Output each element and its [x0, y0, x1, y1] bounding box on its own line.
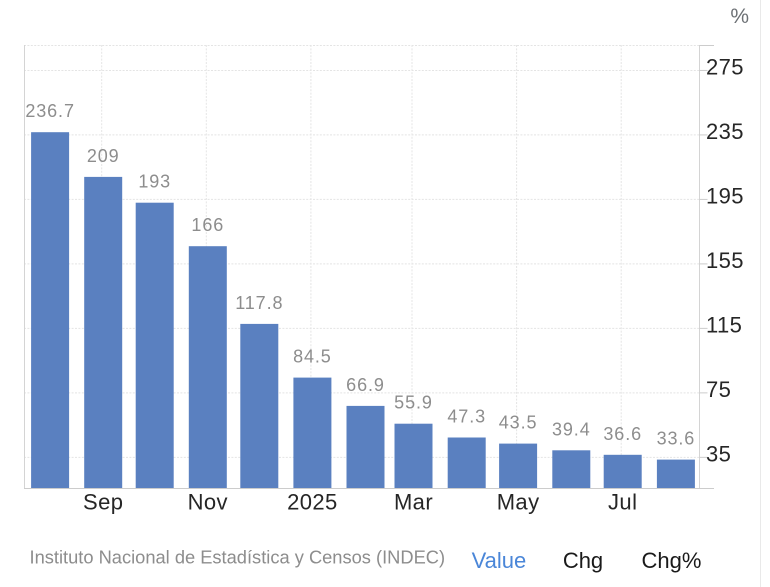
- svg-text:43.5: 43.5: [499, 413, 538, 433]
- svg-text:155: 155: [706, 248, 744, 273]
- svg-text:117.8: 117.8: [235, 293, 283, 313]
- svg-text:Sep: Sep: [83, 490, 123, 515]
- svg-text:236.7: 236.7: [25, 101, 75, 121]
- svg-text:166: 166: [191, 215, 224, 235]
- svg-text:75: 75: [706, 377, 731, 402]
- svg-text:Instituto Nacional de Estadíst: Instituto Nacional de Estadística y Cens…: [30, 547, 446, 568]
- svg-text:Chg%: Chg%: [642, 548, 702, 573]
- svg-text:Mar: Mar: [394, 490, 433, 515]
- svg-text:39.4: 39.4: [552, 419, 591, 439]
- svg-text:84.5: 84.5: [293, 347, 332, 367]
- svg-text:115: 115: [706, 313, 742, 338]
- svg-text:66.9: 66.9: [346, 375, 385, 395]
- svg-text:33.6: 33.6: [657, 429, 696, 449]
- svg-text:Value: Value: [472, 548, 527, 573]
- svg-text:%: %: [730, 5, 749, 28]
- svg-text:May: May: [497, 490, 540, 515]
- svg-text:193: 193: [138, 172, 171, 192]
- svg-text:47.3: 47.3: [447, 407, 486, 427]
- svg-text:35: 35: [706, 442, 731, 467]
- svg-text:235: 235: [706, 119, 744, 144]
- svg-text:209: 209: [87, 146, 120, 166]
- svg-text:Chg: Chg: [563, 548, 603, 573]
- svg-text:2025: 2025: [287, 490, 338, 515]
- svg-text:Jul: Jul: [608, 490, 637, 515]
- svg-text:275: 275: [706, 55, 744, 80]
- svg-text:Nov: Nov: [188, 490, 228, 515]
- svg-text:195: 195: [706, 184, 744, 209]
- svg-text:36.6: 36.6: [603, 424, 642, 444]
- svg-text:55.9: 55.9: [394, 393, 433, 413]
